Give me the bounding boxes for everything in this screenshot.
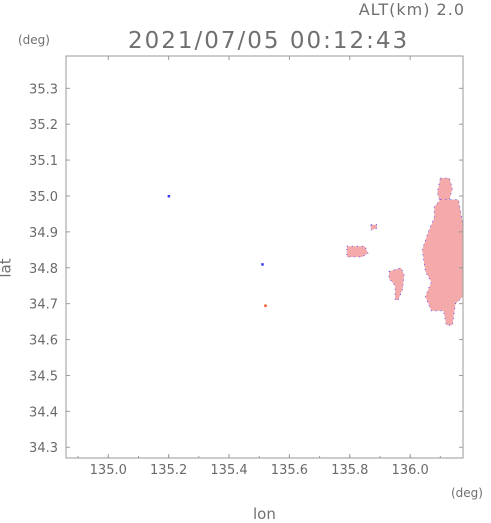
echo-spot-6 <box>261 263 264 266</box>
x-tick-label: 135.4 <box>210 463 247 478</box>
y-tick-label: 34.7 <box>29 298 58 313</box>
echo-region-2 <box>346 245 369 258</box>
y-tick-label: 35.2 <box>29 118 58 133</box>
echo-region-3 <box>370 224 378 231</box>
chart-title-timestamp: 2021/07/05 00:12:43 <box>128 28 410 54</box>
y-axis-unit: (deg) <box>18 33 50 47</box>
echo-region-4 <box>388 267 405 301</box>
x-tick-label: 135.6 <box>271 463 308 478</box>
y-tick-label: 34.6 <box>29 334 58 349</box>
x-axis-unit: (deg) <box>451 486 483 500</box>
y-tick-label: 34.8 <box>29 262 58 277</box>
y-tick-label: 34.3 <box>29 441 58 456</box>
y-tick-label: 34.4 <box>29 405 58 420</box>
plot-frame <box>65 55 464 459</box>
x-axis-label: lon <box>253 505 276 523</box>
y-tick-label: 34.9 <box>29 226 58 241</box>
echo-region-1 <box>421 199 463 326</box>
x-tick-label: 135.8 <box>331 463 368 478</box>
y-tick-label: 35.1 <box>29 154 58 169</box>
y-tick-label: 35.0 <box>29 190 58 205</box>
x-tick-label: 136.0 <box>392 463 429 478</box>
y-tick-label: 35.3 <box>29 82 58 97</box>
echo-spot-5 <box>167 194 171 198</box>
x-tick-label: 135.0 <box>90 463 127 478</box>
x-tick-label: 135.2 <box>150 463 187 478</box>
altitude-label: ALT(km) 2.0 <box>358 0 465 19</box>
y-tick-label: 34.5 <box>29 369 58 384</box>
echo-region-0 <box>436 177 453 204</box>
echo-spot-7 <box>264 304 267 307</box>
